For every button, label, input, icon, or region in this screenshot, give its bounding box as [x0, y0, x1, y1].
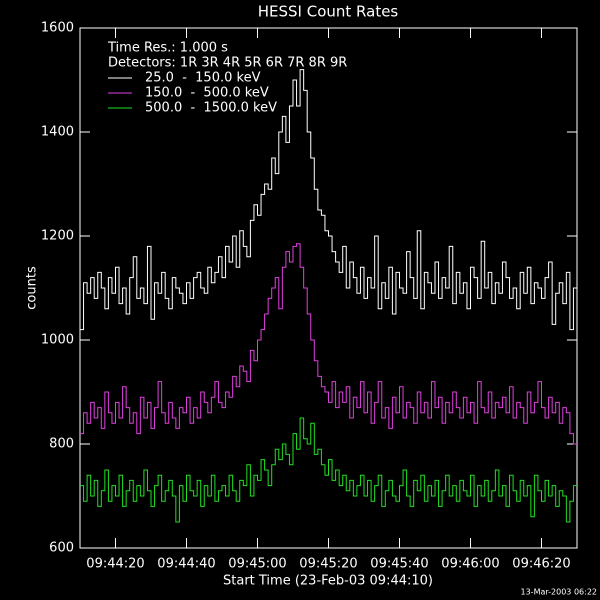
y-tick-label: 1600: [41, 21, 74, 36]
y-tick-label: 800: [49, 437, 74, 452]
x-tick-label: 09:44:20: [86, 557, 144, 572]
legend-label: 150.0 - 500.0 keV: [145, 86, 269, 101]
y-tick-label: 1000: [41, 333, 74, 348]
legend-label: 500.0 - 1500.0 keV: [145, 101, 277, 116]
series-line: [80, 417, 577, 523]
footer: 13-Mar-2003 06:22: [521, 588, 598, 597]
legend-label: 25.0 - 150.0 keV: [145, 71, 261, 86]
x-tick-label: 09:46:00: [441, 557, 499, 572]
series-line: [80, 69, 577, 331]
x-tick-label: 09:45:00: [228, 557, 286, 572]
series-line: [80, 243, 577, 445]
legend-header: Detectors: 1R 3R 4R 5R 6R 7R 8R 9R: [108, 56, 347, 71]
y-tick-label: 1200: [41, 229, 74, 244]
y-axis-label: counts: [25, 266, 40, 310]
x-tick-label: 09:44:40: [157, 557, 215, 572]
chart-title: HESSI Count Rates: [258, 3, 399, 21]
x-tick-label: 09:45:40: [370, 557, 428, 572]
x-tick-label: 09:45:20: [299, 557, 357, 572]
y-tick-label: 600: [49, 541, 74, 556]
legend-header: Time Res.: 1.000 s: [107, 41, 228, 56]
x-axis-label: Start Time (23-Feb-03 09:44:10): [223, 574, 433, 589]
y-tick-label: 1400: [41, 125, 74, 140]
x-tick-label: 09:46:20: [512, 557, 570, 572]
